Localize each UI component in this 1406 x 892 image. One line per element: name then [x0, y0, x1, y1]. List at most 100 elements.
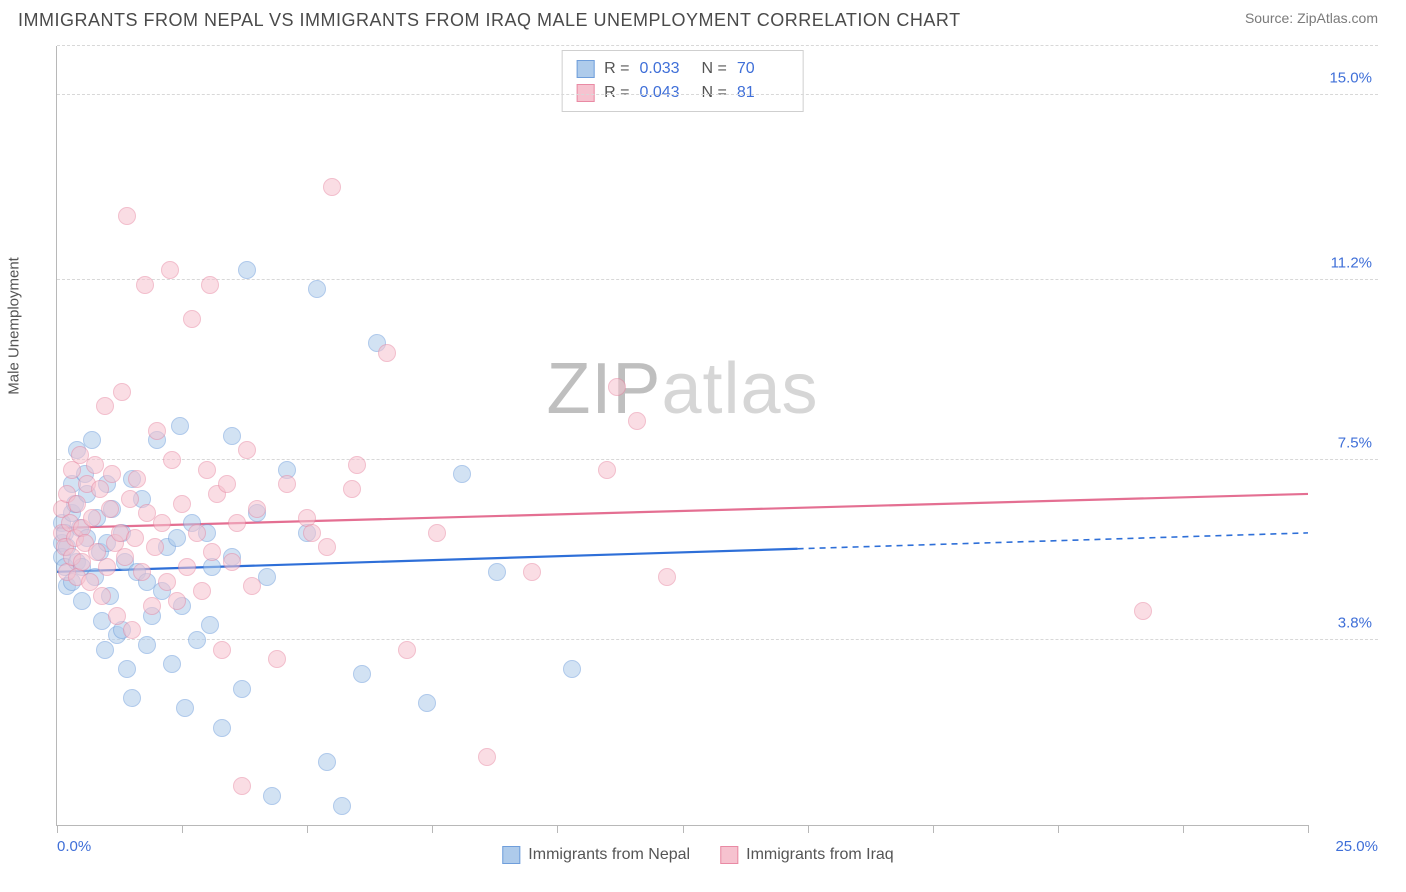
- legend-n-value: 70: [737, 57, 789, 81]
- data-point: [238, 261, 256, 279]
- data-point: [201, 276, 219, 294]
- data-point: [168, 592, 186, 610]
- legend-swatch: [576, 60, 594, 78]
- data-point: [121, 490, 139, 508]
- data-point: [148, 422, 166, 440]
- data-point: [73, 592, 91, 610]
- data-point: [213, 641, 231, 659]
- data-point: [96, 641, 114, 659]
- correlation-legend-row: R = 0.033 N = 70: [576, 57, 789, 81]
- gridline: [57, 94, 1378, 95]
- data-point: [248, 500, 266, 518]
- data-point: [203, 543, 221, 561]
- legend-r-label: R =: [604, 57, 629, 81]
- data-point: [153, 514, 171, 532]
- data-point: [103, 465, 121, 483]
- data-point: [478, 748, 496, 766]
- data-point: [348, 456, 366, 474]
- data-point: [68, 495, 86, 513]
- data-point: [428, 524, 446, 542]
- gridline: [57, 45, 1378, 46]
- legend-n-label: N =: [702, 57, 727, 81]
- data-point: [188, 631, 206, 649]
- data-point: [1134, 602, 1152, 620]
- gridline: [57, 639, 1378, 640]
- data-point: [193, 582, 211, 600]
- x-tick: [933, 825, 934, 833]
- y-tick-label: 11.2%: [1331, 254, 1372, 271]
- data-point: [113, 383, 131, 401]
- data-point: [228, 514, 246, 532]
- data-point: [213, 719, 231, 737]
- data-point: [118, 207, 136, 225]
- data-point: [201, 616, 219, 634]
- data-point: [83, 431, 101, 449]
- data-point: [93, 587, 111, 605]
- data-point: [218, 475, 236, 493]
- data-point: [418, 694, 436, 712]
- x-tick: [57, 825, 58, 833]
- data-point: [398, 641, 416, 659]
- y-tick-label: 3.8%: [1338, 615, 1372, 632]
- data-point: [108, 607, 126, 625]
- data-point: [96, 397, 114, 415]
- data-point: [183, 310, 201, 328]
- data-point: [101, 500, 119, 518]
- data-point: [258, 568, 276, 586]
- chart-title: IMMIGRANTS FROM NEPAL VS IMMIGRANTS FROM…: [18, 10, 961, 31]
- data-point: [83, 509, 101, 527]
- data-point: [178, 558, 196, 576]
- y-tick-label: 7.5%: [1338, 434, 1372, 451]
- trend-lines: [57, 46, 1308, 825]
- data-point: [268, 650, 286, 668]
- data-point: [238, 441, 256, 459]
- data-point: [98, 558, 116, 576]
- x-tick: [432, 825, 433, 833]
- data-point: [143, 597, 161, 615]
- data-point: [343, 480, 361, 498]
- data-point: [173, 495, 191, 513]
- x-tick: [1058, 825, 1059, 833]
- data-point: [608, 378, 626, 396]
- data-point: [188, 524, 206, 542]
- data-point: [161, 261, 179, 279]
- data-point: [378, 344, 396, 362]
- legend-swatch: [502, 846, 520, 864]
- data-point: [563, 660, 581, 678]
- x-range-label: 0.0%: [57, 838, 91, 855]
- data-point: [86, 456, 104, 474]
- data-point: [333, 797, 351, 815]
- data-point: [488, 563, 506, 581]
- legend-item: Immigrants from Iraq: [720, 846, 894, 864]
- x-tick: [182, 825, 183, 833]
- data-point: [233, 777, 251, 795]
- x-tick: [808, 825, 809, 833]
- data-point: [146, 538, 164, 556]
- correlation-legend: R =0.033N =70R =0.043N =81: [561, 50, 804, 112]
- data-point: [233, 680, 251, 698]
- legend-r-value: 0.033: [640, 57, 692, 81]
- data-point: [598, 461, 616, 479]
- series-legend: Immigrants from NepalImmigrants from Ira…: [502, 846, 893, 864]
- x-tick: [1308, 825, 1309, 833]
- x-tick: [557, 825, 558, 833]
- x-tick: [683, 825, 684, 833]
- data-point: [278, 475, 296, 493]
- data-point: [263, 787, 281, 805]
- data-point: [91, 480, 109, 498]
- data-point: [123, 689, 141, 707]
- data-point: [136, 276, 154, 294]
- data-point: [123, 621, 141, 639]
- data-point: [168, 529, 186, 547]
- data-point: [223, 553, 241, 571]
- data-point: [116, 548, 134, 566]
- data-point: [523, 563, 541, 581]
- plot-area: ZIPatlas R =0.033N =70R =0.043N =81 15.0…: [56, 46, 1308, 826]
- data-point: [118, 660, 136, 678]
- data-point: [158, 573, 176, 591]
- data-point: [323, 178, 341, 196]
- gridline: [57, 459, 1378, 460]
- data-point: [353, 665, 371, 683]
- data-point: [126, 529, 144, 547]
- data-point: [658, 568, 676, 586]
